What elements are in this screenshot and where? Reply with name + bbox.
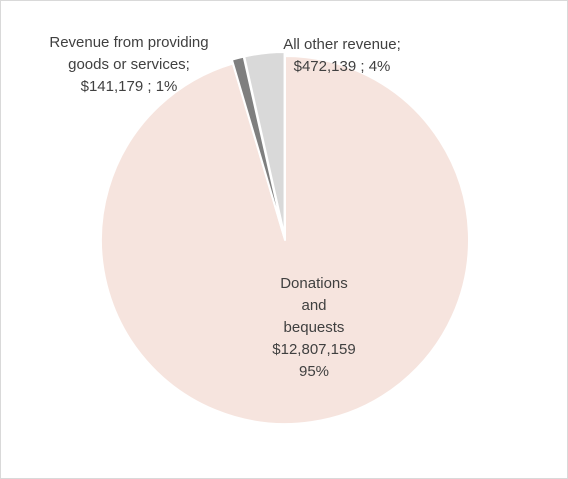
label-goods-line1: Revenue from providing [49, 34, 208, 51]
label-donations-percent: 95% [299, 363, 329, 380]
label-other-revenue: All other revenue; $472,139 ; 4% [283, 36, 401, 75]
label-donations-value: $12,807,159 [272, 341, 355, 358]
label-goods-services: Revenue from providing goods or services… [49, 34, 208, 95]
label-donations-line3: bequests [284, 319, 345, 336]
label-donations: Donations and bequests $12,807,159 95% [272, 275, 355, 380]
slice-other-revenue [243, 51, 286, 238]
label-goods-value: $141,179 ; 1% [81, 78, 178, 95]
label-other-line1: All other revenue; [283, 36, 401, 53]
label-donations-line1: Donations [280, 275, 348, 292]
pie-slices [100, 51, 470, 425]
label-goods-line2: goods or services; [68, 56, 190, 73]
label-donations-line2: and [301, 297, 326, 314]
label-other-value: $472,139 ; 4% [294, 58, 391, 75]
slice-donations [100, 55, 470, 425]
